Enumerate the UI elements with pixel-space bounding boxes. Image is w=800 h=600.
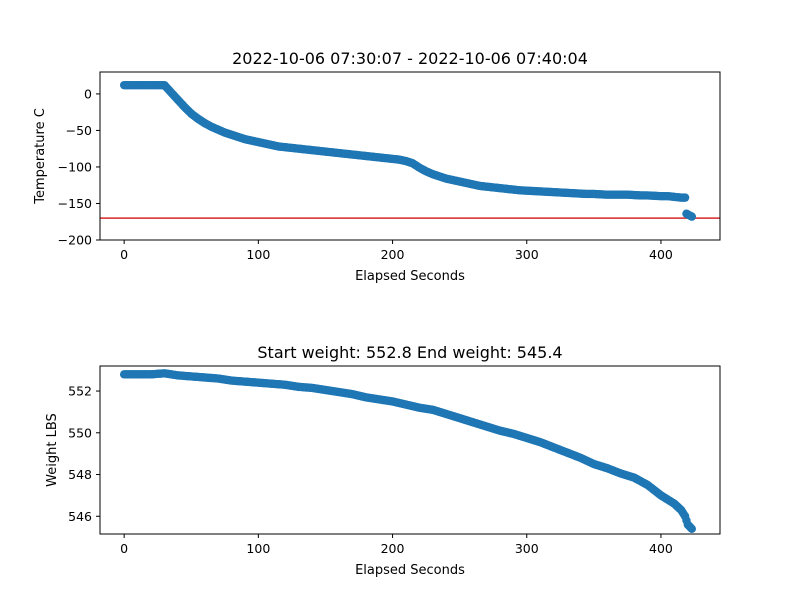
temperature-y-ticks: 0 −50 −100 −150 −200 [58, 86, 100, 248]
weight-y-ticks: 552 550 548 546 [68, 384, 100, 524]
temperature-x-tick-label: 100 [246, 247, 270, 262]
temperature-y-axis-label: Temperature C [33, 108, 48, 205]
weight-y-axis-label: Weight LBS [45, 413, 60, 487]
weight-x-ticks: 0 100 200 300 400 [120, 534, 673, 556]
weight-plot: Start weight: 552.8 End weight: 545.4 0 1… [45, 343, 721, 578]
weight-x-tick-label: 0 [120, 541, 128, 556]
weight-plot-title: Start weight: 552.8 End weight: 545.4 [257, 343, 562, 362]
temperature-axes-frame [99, 71, 721, 241]
weight-y-tick-label: 550 [68, 425, 92, 440]
weight-x-axis-label: Elapsed Seconds [355, 563, 465, 578]
weight-axes-frame [99, 365, 721, 535]
temperature-x-ticks: 0 100 200 300 400 [120, 240, 673, 262]
weight-x-tick-label: 300 [515, 541, 539, 556]
weight-y-tick-label: 548 [68, 467, 92, 482]
temperature-data-point [680, 193, 690, 202]
temperature-x-tick-label: 0 [120, 247, 128, 262]
temperature-plot-title: 2022-10-06 07:30:07 - 2022-10-06 07:40:0… [232, 49, 588, 68]
temperature-y-tick-label: 0 [84, 86, 92, 101]
weight-y-tick-label: 552 [68, 384, 92, 399]
weight-y-tick-label: 546 [68, 509, 92, 524]
temperature-plot-area [100, 80, 720, 221]
temperature-y-tick-label: −50 [66, 123, 92, 138]
temperature-y-tick-label: −100 [58, 159, 92, 174]
weight-x-tick-label: 400 [649, 541, 673, 556]
weight-x-tick-label: 200 [381, 541, 405, 556]
temperature-plot: 2022-10-06 07:30:07 - 2022-10-06 07:40:0… [33, 49, 721, 284]
temperature-data-point [687, 212, 697, 221]
temperature-x-tick-label: 400 [649, 247, 673, 262]
weight-plot-area [119, 369, 697, 533]
temperature-x-tick-label: 300 [515, 247, 539, 262]
weight-x-tick-label: 100 [246, 541, 270, 556]
temperature-x-axis-label: Elapsed Seconds [355, 269, 465, 284]
temperature-y-tick-label: −150 [58, 196, 92, 211]
temperature-x-tick-label: 200 [381, 247, 405, 262]
weight-data-point [687, 524, 697, 533]
temperature-y-tick-label: −200 [58, 233, 92, 248]
